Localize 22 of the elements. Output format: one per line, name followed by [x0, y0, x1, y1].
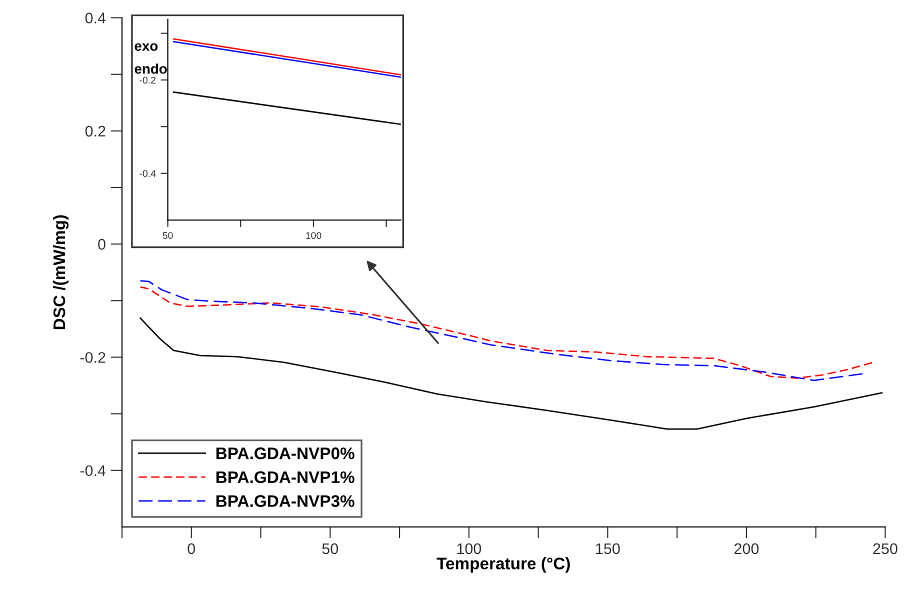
x-tick-label: 50 [322, 543, 338, 554]
annotation: exo [134, 43, 158, 51]
legend-label: BPA.GDA-NVP1% [216, 471, 354, 484]
y-tick-label: -0.2 [140, 76, 156, 84]
x-axis-title: Temperature (°C) [436, 557, 570, 573]
x-tick-label: 0 [188, 543, 196, 554]
x-tick-label: 50 [162, 232, 173, 239]
y-tick-label: -0.4 [80, 465, 106, 476]
annotation: endo [134, 64, 167, 74]
y-tick-label: 0.4 [85, 12, 106, 24]
x-tick-label: 200 [734, 543, 759, 554]
legend-label: BPA.GDA-NVP0% [216, 447, 354, 460]
line-series [140, 317, 883, 430]
x-tick-label: 150 [596, 543, 620, 554]
x-tick-label: 100 [457, 543, 482, 554]
x-tick-label: 100 [306, 232, 322, 239]
y-axis-title: DSC /(mW/mg) [52, 215, 69, 330]
x-tick-label: 250 [873, 543, 898, 554]
y-tick-label: -0.2 [80, 352, 106, 363]
y-tick-label: -0.4 [140, 170, 156, 177]
legend-label: BPA.GDA-NVP3% [216, 495, 354, 507]
y-tick-label: 0.2 [85, 126, 106, 137]
